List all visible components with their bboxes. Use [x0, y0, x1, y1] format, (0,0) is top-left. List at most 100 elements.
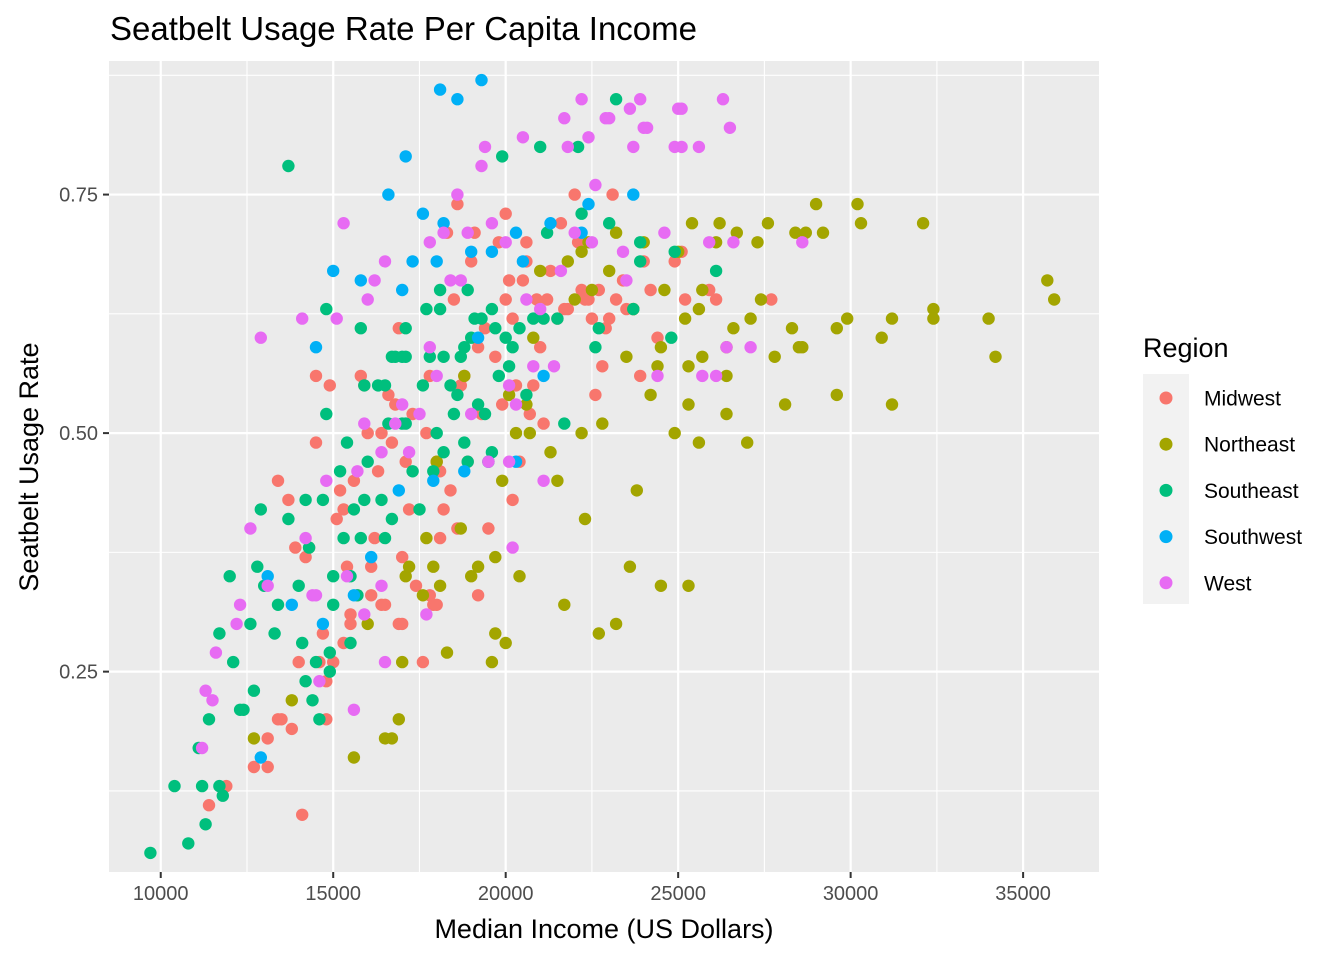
- data-point: [227, 655, 240, 669]
- data-point: [509, 398, 523, 411]
- data-point: [244, 617, 257, 631]
- data-point: [623, 560, 637, 573]
- data-point: [592, 627, 605, 640]
- data-point: [261, 760, 274, 774]
- data-point: [506, 312, 519, 325]
- data-point: [768, 350, 781, 363]
- data-point: [396, 617, 409, 631]
- data-point: [299, 675, 312, 688]
- data-point: [841, 312, 854, 325]
- data-point: [399, 150, 412, 163]
- data-point: [537, 474, 550, 487]
- data-point: [489, 550, 502, 564]
- data-point: [423, 236, 436, 249]
- data-point: [530, 293, 543, 306]
- data-point: [830, 388, 843, 402]
- data-point: [540, 226, 554, 239]
- data-point: [620, 274, 633, 287]
- data-point: [447, 293, 461, 306]
- data-point: [540, 293, 554, 306]
- x-tick-label: 25000: [650, 883, 706, 905]
- data-point: [520, 236, 533, 249]
- legend-key-southeast: [1159, 483, 1173, 497]
- data-point: [313, 713, 326, 726]
- data-point: [575, 207, 588, 220]
- data-point: [292, 655, 305, 669]
- data-point: [416, 207, 430, 220]
- data-point: [496, 150, 509, 163]
- data-point: [703, 236, 716, 249]
- data-point: [544, 446, 557, 459]
- data-point: [471, 341, 485, 354]
- data-point: [444, 379, 457, 392]
- data-point: [399, 350, 412, 363]
- data-point: [437, 503, 450, 516]
- data-point: [761, 217, 775, 230]
- data-point: [254, 331, 267, 344]
- data-point: [554, 264, 568, 278]
- data-point: [354, 322, 367, 335]
- data-point: [516, 255, 530, 268]
- data-point: [371, 465, 385, 478]
- data-point: [589, 388, 602, 402]
- data-point: [727, 322, 740, 335]
- data-point: [520, 388, 533, 402]
- data-point: [475, 312, 488, 325]
- data-point: [927, 312, 940, 325]
- data-point: [375, 493, 388, 507]
- data-point: [720, 341, 733, 354]
- data-point: [982, 312, 995, 325]
- data-point: [489, 350, 502, 363]
- data-point: [320, 407, 333, 421]
- data-point: [654, 341, 668, 354]
- data-point: [313, 675, 326, 688]
- data-point: [337, 503, 350, 516]
- data-point: [296, 312, 309, 325]
- data-point: [609, 226, 623, 239]
- data-point: [327, 570, 340, 583]
- data-point: [568, 293, 581, 306]
- data-point: [416, 655, 430, 669]
- data-point: [433, 531, 447, 545]
- data-point: [682, 579, 695, 592]
- data-point: [534, 140, 547, 154]
- data-point: [644, 283, 657, 297]
- data-point: [675, 140, 688, 154]
- data-point: [575, 245, 588, 258]
- data-point: [316, 617, 330, 631]
- data-point: [299, 531, 312, 545]
- data-point: [527, 312, 540, 325]
- data-point: [492, 369, 505, 383]
- data-point: [420, 302, 433, 316]
- data-point: [551, 312, 564, 325]
- data-point: [634, 369, 647, 383]
- data-point: [723, 121, 737, 134]
- data-point: [668, 255, 681, 268]
- data-point: [651, 369, 664, 383]
- data-point: [320, 474, 333, 487]
- data-point: [323, 646, 336, 659]
- data-point: [247, 732, 261, 745]
- data-point: [206, 694, 219, 707]
- data-point: [568, 226, 581, 239]
- data-point: [282, 159, 295, 173]
- data-point: [561, 302, 574, 316]
- data-point: [378, 655, 392, 669]
- data-point: [520, 293, 533, 306]
- data-point: [489, 627, 502, 640]
- data-point: [309, 436, 323, 449]
- data-point: [396, 283, 409, 297]
- legend-key-west: [1159, 576, 1173, 590]
- data-point: [596, 417, 609, 430]
- data-point: [306, 694, 319, 707]
- data-point: [199, 684, 212, 697]
- data-point: [389, 417, 402, 430]
- data-point: [485, 217, 499, 230]
- data-point: [202, 713, 216, 726]
- data-point: [623, 102, 637, 115]
- data-point: [413, 503, 426, 516]
- data-point: [516, 131, 530, 144]
- x-tick-label: 35000: [995, 883, 1051, 905]
- data-point: [578, 512, 592, 526]
- data-point: [458, 341, 471, 354]
